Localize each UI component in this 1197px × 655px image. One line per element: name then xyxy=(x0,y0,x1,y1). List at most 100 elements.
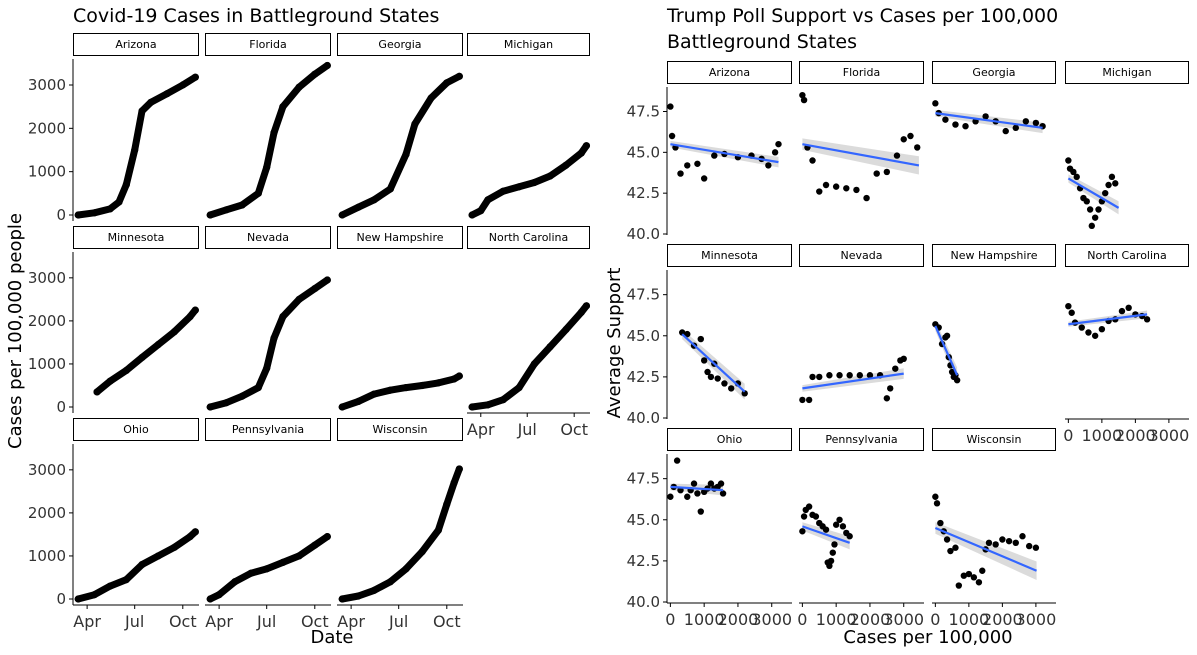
support-point-north-carolina-4 xyxy=(1085,329,1092,336)
cases-point-wisconsin-5 xyxy=(418,548,426,556)
cases-point-north-carolina-6 xyxy=(562,325,570,334)
support-point-ohio-8 xyxy=(697,508,704,515)
facet-strip-ohio xyxy=(73,418,199,441)
cases-point-north-carolina-3 xyxy=(515,384,523,392)
cases-point-florida-5 xyxy=(270,129,278,137)
cases-point-pennsylvania-4 xyxy=(263,565,271,573)
cases-point-arizona-10 xyxy=(191,73,199,81)
cases-point-new-hampshire-8 xyxy=(455,372,463,380)
cases-point-north-carolina-1 xyxy=(484,401,492,409)
x-tick-label-right: 1000 xyxy=(949,610,990,629)
support-point-pennsylvania-3 xyxy=(805,503,813,510)
cases-point-ohio-7 xyxy=(186,532,194,541)
cases-point-pennsylvania-3 xyxy=(247,569,255,577)
facet-strip-support-north-carolina xyxy=(1065,244,1189,267)
support-point-florida-5 xyxy=(822,181,830,189)
facet-label-michigan: Michigan xyxy=(504,38,553,51)
cases-point-nevada-8 xyxy=(311,284,319,293)
trend-line-minnesota xyxy=(681,333,746,393)
support-point-florida-11 xyxy=(883,168,891,176)
confidence-band-florida xyxy=(802,138,919,175)
support-point-michigan-7 xyxy=(1086,206,1094,213)
cases-point-pennsylvania-7 xyxy=(311,541,319,549)
cases-point-arizona-5 xyxy=(131,146,139,154)
support-point-north-carolina-6 xyxy=(1098,326,1106,333)
y-tick-label-left: 0 xyxy=(56,398,66,416)
facet-strip-georgia xyxy=(337,33,463,56)
support-point-minnesota-8 xyxy=(714,375,721,382)
y-tick-label-right: 47.5 xyxy=(627,103,660,121)
cases-curve-north-carolina xyxy=(468,302,590,411)
left-chart-title: Covid-19 Cases in Battleground States xyxy=(73,5,440,27)
cases-point-georgia-1 xyxy=(354,203,363,211)
cases-point-minnesota-1 xyxy=(106,377,114,385)
cases-point-nevada-5 xyxy=(270,334,278,342)
support-point-georgia-6 xyxy=(982,113,989,120)
cases-point-ohio-5 xyxy=(154,552,162,560)
support-point-nevada-5 xyxy=(836,372,843,379)
y-tick-label-left: 3000 xyxy=(28,76,66,94)
y-tick-label-right: 42.5 xyxy=(627,184,660,202)
y-tick-label-right: 47.5 xyxy=(627,470,660,488)
cases-point-arizona-0 xyxy=(74,211,82,219)
trend-line-pennsylvania xyxy=(802,525,851,544)
support-point-minnesota-6 xyxy=(707,373,715,381)
support-point-wisconsin-2 xyxy=(937,519,944,527)
cases-point-ohio-8 xyxy=(191,528,199,536)
support-point-georgia-10 xyxy=(1022,118,1030,125)
support-point-minnesota-9 xyxy=(721,380,728,387)
right-y-axis-title: Average Support xyxy=(604,268,625,419)
facet-label-support-pennsylvania: Pennsylvania xyxy=(825,433,897,446)
facet-strip-pennsylvania xyxy=(205,418,331,441)
support-point-michigan-6 xyxy=(1083,198,1090,205)
y-tick-label-left: 0 xyxy=(56,590,66,608)
cases-point-arizona-1 xyxy=(90,209,99,217)
cases-point-georgia-7 xyxy=(443,79,451,87)
support-point-arizona-3 xyxy=(677,170,684,177)
cases-curve-wisconsin xyxy=(338,465,463,603)
facet-label-ohio: Ohio xyxy=(123,423,149,436)
y-tick-label-left: 0 xyxy=(56,206,66,224)
y-tick-label-left: 3000 xyxy=(28,269,66,287)
y-tick-label-left: 1000 xyxy=(28,163,66,181)
support-point-arizona-0 xyxy=(667,103,674,110)
cases-point-georgia-3 xyxy=(386,185,394,193)
support-point-michigan-0 xyxy=(1065,157,1072,164)
trend-line-michigan xyxy=(1067,177,1120,209)
cases-point-wisconsin-8 xyxy=(450,479,458,487)
cases-point-florida-3 xyxy=(254,189,262,197)
facet-strip-support-nevada xyxy=(799,244,924,267)
support-point-minnesota-12 xyxy=(741,390,748,397)
support-point-pennsylvania-8 xyxy=(822,526,830,533)
support-point-pennsylvania-15 xyxy=(836,516,843,523)
support-point-wisconsin-12 xyxy=(979,567,986,574)
support-point-michigan-10 xyxy=(1095,206,1102,213)
support-point-wisconsin-0 xyxy=(932,493,939,500)
cases-point-arizona-9 xyxy=(179,81,187,89)
facet-label-arizona: Arizona xyxy=(115,38,156,51)
support-point-florida-0 xyxy=(799,91,806,99)
cases-point-michigan-1 xyxy=(477,207,485,215)
support-point-michigan-14 xyxy=(1108,173,1116,181)
cases-point-minnesota-2 xyxy=(122,366,130,375)
cases-point-nevada-3 xyxy=(254,384,262,392)
support-point-georgia-9 xyxy=(1012,124,1019,132)
support-point-georgia-8 xyxy=(1002,127,1009,135)
cases-point-pennsylvania-6 xyxy=(295,552,303,560)
x-tick-label-right: 2000 xyxy=(1115,426,1156,445)
facet-label-support-florida: Florida xyxy=(843,66,880,79)
cases-point-wisconsin-4 xyxy=(402,565,410,573)
cases-point-nevada-7 xyxy=(295,295,303,303)
facet-strip-michigan xyxy=(467,33,590,56)
support-point-minnesota-0 xyxy=(679,329,686,336)
support-point-north-carolina-5 xyxy=(1091,332,1099,339)
support-point-pennsylvania-14 xyxy=(832,521,840,528)
support-point-georgia-4 xyxy=(962,123,969,130)
support-point-nevada-1 xyxy=(805,396,813,404)
support-point-pennsylvania-0 xyxy=(799,528,806,535)
y-tick-label-left: 1000 xyxy=(28,355,66,373)
cases-point-florida-9 xyxy=(323,61,331,70)
support-point-nevada-14 xyxy=(900,355,907,362)
trend-line-nevada xyxy=(802,372,904,390)
